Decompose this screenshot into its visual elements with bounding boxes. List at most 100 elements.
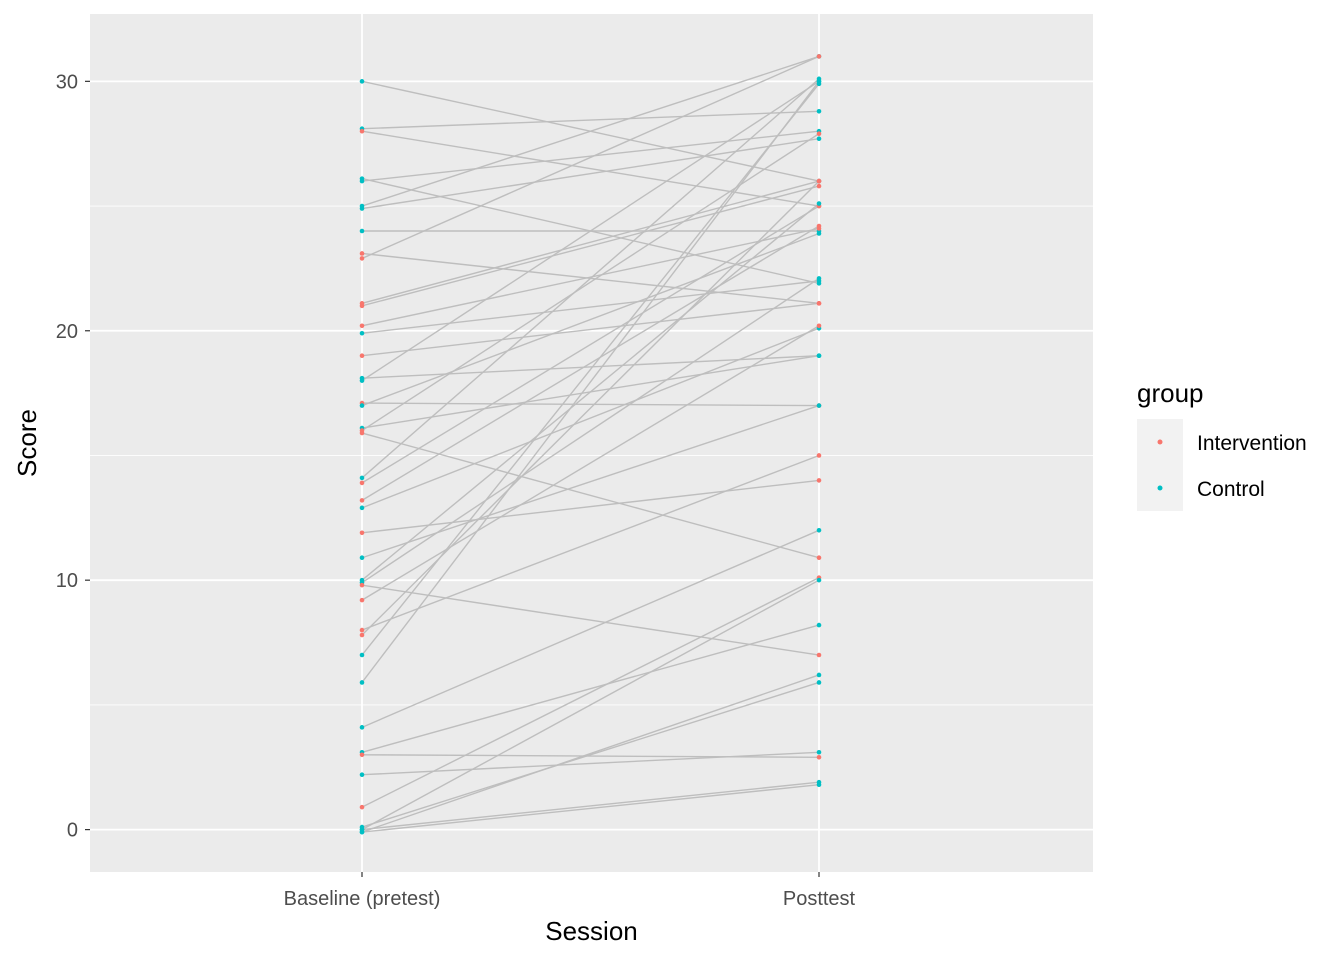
data-point-control xyxy=(816,353,822,359)
subject-line xyxy=(361,781,820,831)
x-tick-label: Baseline (pretest) xyxy=(284,888,441,910)
subject-line xyxy=(361,280,820,334)
data-point-control xyxy=(359,378,365,383)
subject-line xyxy=(361,130,820,207)
data-point-control xyxy=(359,228,365,234)
data-point-intervention xyxy=(359,530,365,536)
subject-line xyxy=(361,754,820,758)
data-point-control xyxy=(359,403,365,408)
data-point-intervention xyxy=(359,323,365,329)
legend-key-background xyxy=(1137,419,1183,511)
data-point-intervention xyxy=(359,752,365,758)
data-point-control xyxy=(816,779,822,785)
x-axis-title: Session xyxy=(545,916,638,946)
subject-line xyxy=(361,277,820,584)
y-tick-label: 20 xyxy=(56,321,78,343)
data-point-control xyxy=(816,201,822,206)
data-point-intervention xyxy=(816,754,822,760)
subject-line xyxy=(361,80,820,683)
data-point-intervention xyxy=(359,251,365,256)
data-point-control xyxy=(359,652,365,658)
y-axis: 0 10 20 30 xyxy=(56,71,90,842)
data-point-intervention xyxy=(359,480,365,486)
subject-line xyxy=(361,327,820,509)
data-point-control xyxy=(359,330,365,336)
legend-key-intervention xyxy=(1157,439,1163,445)
subject-line xyxy=(361,133,820,432)
subject-line xyxy=(361,454,820,631)
subject-line xyxy=(361,402,820,407)
subject-line xyxy=(361,203,820,581)
data-point-control xyxy=(816,672,822,678)
subject-line xyxy=(361,205,820,484)
x-tick-label: Posttest xyxy=(783,888,856,910)
data-point-intervention xyxy=(359,804,365,810)
data-point-intervention xyxy=(816,183,822,189)
grid-lines xyxy=(90,14,1093,872)
data-point-intervention xyxy=(816,478,822,483)
subject-line xyxy=(361,624,820,753)
data-point-control xyxy=(816,577,822,583)
data-point-control xyxy=(816,749,822,755)
subject-line xyxy=(361,130,820,182)
subject-line xyxy=(361,432,820,559)
data-point-intervention xyxy=(359,582,365,588)
data-point-intervention xyxy=(359,597,365,603)
data-point-control xyxy=(359,475,365,481)
data-point-control xyxy=(816,403,822,408)
subject-line xyxy=(361,681,820,828)
subject-line xyxy=(361,479,820,534)
data-points xyxy=(359,54,822,835)
data-point-control xyxy=(816,276,822,281)
data-point-intervention xyxy=(816,54,822,59)
data-point-control xyxy=(359,178,365,184)
data-point-control xyxy=(359,827,365,832)
subject-line xyxy=(361,138,820,210)
subject-line xyxy=(361,302,820,357)
legend-label-control: Control xyxy=(1197,478,1265,501)
subject-line xyxy=(361,579,820,831)
y-tick-label: 10 xyxy=(56,570,78,592)
subject-line xyxy=(361,80,820,382)
data-point-intervention xyxy=(359,256,365,261)
data-point-control xyxy=(816,527,822,533)
subject-line xyxy=(361,232,820,407)
y-tick-label: 0 xyxy=(67,820,78,842)
y-axis-title: Score xyxy=(12,409,42,477)
data-point-control xyxy=(816,680,822,685)
data-point-control xyxy=(359,555,365,561)
data-point-intervention xyxy=(816,555,822,561)
data-point-intervention xyxy=(816,178,822,184)
data-point-control xyxy=(816,231,822,236)
plot-panel xyxy=(90,14,1093,872)
subject-line xyxy=(361,225,820,501)
data-point-control xyxy=(816,622,822,628)
subject-line xyxy=(361,110,820,130)
paired-lines xyxy=(361,55,820,833)
data-point-intervention xyxy=(816,652,822,658)
data-point-intervention xyxy=(816,223,822,229)
data-point-intervention xyxy=(816,301,822,306)
data-point-intervention xyxy=(359,632,365,638)
legend-title: group xyxy=(1137,378,1204,408)
data-point-intervention xyxy=(359,128,365,134)
subject-line xyxy=(361,325,820,601)
subject-line xyxy=(361,55,820,260)
subject-line xyxy=(361,83,820,656)
data-point-intervention xyxy=(359,353,365,359)
data-point-intervention xyxy=(359,303,365,309)
data-point-control xyxy=(359,505,365,511)
x-axis: Baseline (pretest) Posttest xyxy=(284,872,856,910)
data-point-control xyxy=(816,79,822,84)
subject-line xyxy=(361,180,820,305)
data-point-control xyxy=(359,725,365,730)
legend: group Intervention Control xyxy=(1137,378,1307,511)
y-tick-label: 30 xyxy=(56,71,78,93)
subject-line xyxy=(361,185,820,307)
data-point-intervention xyxy=(816,323,822,329)
data-point-intervention xyxy=(359,498,365,503)
data-point-control xyxy=(816,136,822,142)
data-point-control xyxy=(816,108,822,114)
subject-line xyxy=(361,355,820,379)
